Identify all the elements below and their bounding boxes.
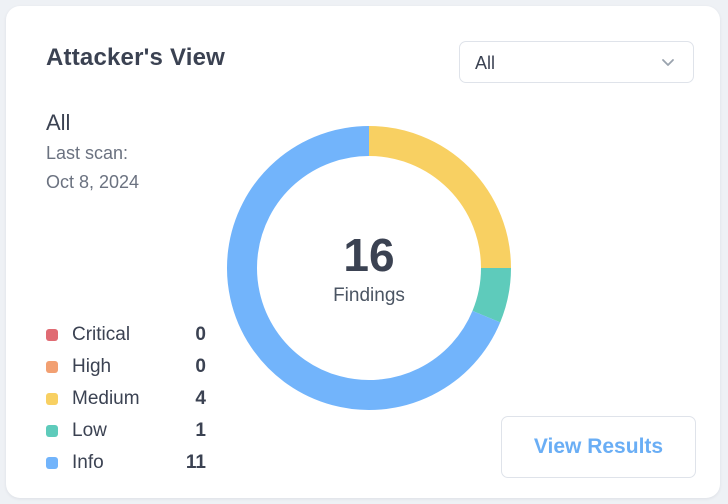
legend-label: Medium	[72, 388, 140, 409]
low-color-swatch	[46, 425, 58, 437]
legend-count: 0	[195, 356, 206, 377]
legend-label: Low	[72, 420, 107, 441]
donut-slice-info	[227, 126, 501, 410]
last-scan-label: Last scan:	[46, 143, 129, 163]
donut-slice-medium	[368, 126, 511, 269]
attackers-view-card: Attacker's View All All Last scan: Oct 8…	[6, 6, 720, 498]
legend-label: High	[72, 356, 112, 377]
scope-filter-select[interactable]: All	[459, 41, 694, 83]
findings-donut-chart	[227, 126, 511, 410]
donut-slice-low	[472, 267, 511, 323]
legend-row-medium: Medium 4	[46, 386, 206, 418]
view-results-button[interactable]: View Results	[501, 416, 696, 478]
legend-row-low: Low 1	[46, 418, 206, 450]
legend-label: Critical	[72, 324, 131, 345]
legend-count: 0	[195, 324, 206, 345]
legend-row-info: Info 11	[46, 450, 206, 482]
scope-filter-value: All	[475, 53, 496, 73]
medium-color-swatch	[46, 393, 58, 405]
legend-count: 4	[195, 388, 206, 409]
scope-name: All	[46, 110, 71, 135]
legend-label: Info	[72, 452, 104, 473]
last-scan-date: Oct 8, 2024	[46, 172, 140, 192]
legend-count: 11	[185, 452, 206, 473]
legend-count: 1	[195, 420, 206, 441]
legend-row-critical: Critical 0	[46, 322, 206, 354]
info-color-swatch	[46, 457, 58, 469]
severity-legend: Critical 0 High 0 Medium 4 Low 1 Info 11	[46, 322, 206, 482]
critical-color-swatch	[46, 329, 58, 341]
card-title: Attacker's View	[46, 44, 226, 71]
high-color-swatch	[46, 361, 58, 373]
total-findings-count: 16	[343, 229, 395, 281]
legend-row-high: High 0	[46, 354, 206, 386]
total-findings-label: Findings	[333, 285, 405, 306]
chevron-down-icon	[662, 59, 674, 66]
